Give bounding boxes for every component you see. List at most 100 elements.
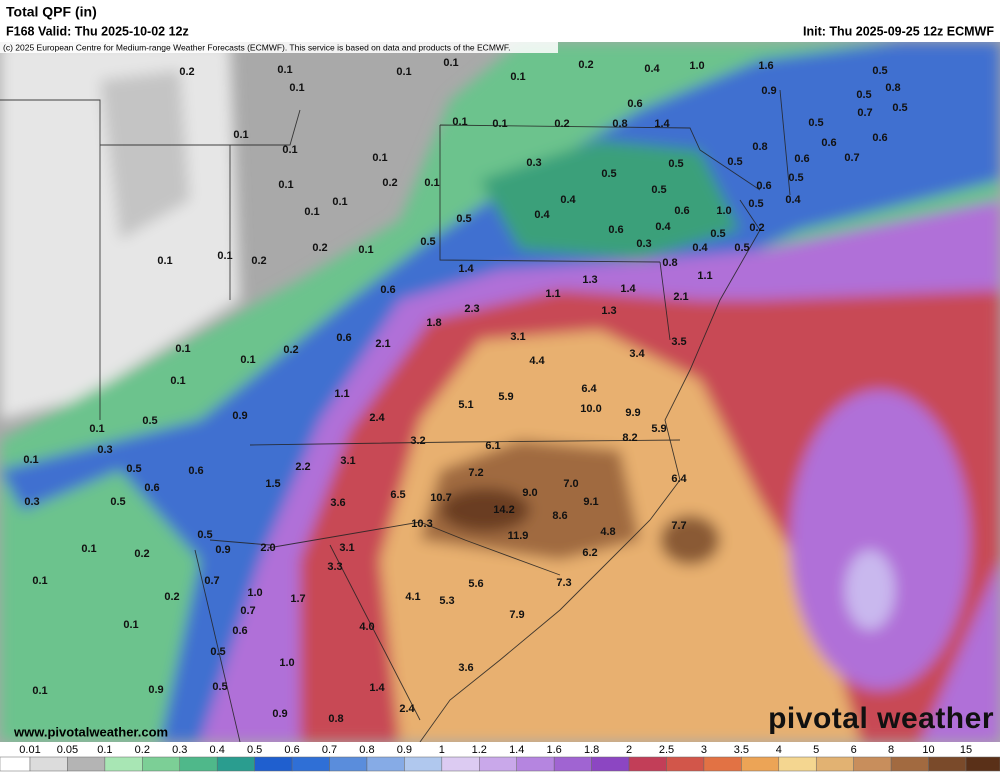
colorbar-swatch xyxy=(0,756,31,772)
qpf-label: 0.2 xyxy=(749,222,764,234)
qpf-label: 4.1 xyxy=(405,591,420,603)
colorbar-swatch xyxy=(516,756,555,772)
colorbar-label: 0.6 xyxy=(284,744,299,756)
colorbar-label: 0.9 xyxy=(397,744,412,756)
colorbar: 0.01 0.05 0.1 0.2 0.3 0.4 0.5 0.6 0.7 0.8 0.9 1 1.2 1… xyxy=(0,742,1000,772)
qpf-label: 0.5 xyxy=(210,646,225,658)
qpf-label: 0.6 xyxy=(674,205,689,217)
qpf-label: 0.2 xyxy=(179,66,194,78)
qpf-label: 0.6 xyxy=(756,180,771,192)
coastline xyxy=(419,199,761,742)
colorbar-label: 1.6 xyxy=(547,744,562,756)
qpf-label: 8.2 xyxy=(622,432,637,444)
precip-region xyxy=(440,488,530,532)
qpf-label: 4.4 xyxy=(529,355,545,367)
colorbar-swatch xyxy=(404,756,443,772)
qpf-label: 0.1 xyxy=(32,575,47,587)
colorbar-swatch xyxy=(741,756,780,772)
colorbar-swatch xyxy=(853,756,892,772)
qpf-label: 0.9 xyxy=(232,410,247,422)
qpf-label: 0.5 xyxy=(197,529,212,541)
precip-region xyxy=(0,470,200,742)
qpf-label: 0.5 xyxy=(142,415,157,427)
qpf-label: 0.2 xyxy=(251,255,266,267)
qpf-label: 0.5 xyxy=(788,172,803,184)
qpf-label: 2.0 xyxy=(260,542,275,554)
qpf-label: 7.2 xyxy=(468,467,483,479)
qpf-label: 0.7 xyxy=(240,605,255,617)
qpf-label: 3.1 xyxy=(339,542,354,554)
colorbar-swatch xyxy=(703,756,742,772)
qpf-label: 0.1 xyxy=(452,116,467,128)
qpf-label: 0.1 xyxy=(81,543,96,555)
qpf-label: 0.8 xyxy=(752,141,767,153)
qpf-label: 0.1 xyxy=(240,354,255,366)
qpf-label: 9.0 xyxy=(522,487,537,499)
colorbar-swatch xyxy=(591,756,630,772)
qpf-label: 0.1 xyxy=(332,196,347,208)
colorbar-label: 0.3 xyxy=(172,744,187,756)
qpf-label: 0.4 xyxy=(692,242,708,254)
qpf-label: 0.6 xyxy=(608,224,623,236)
qpf-label: 0.1 xyxy=(123,619,138,631)
valid-time: F168 Valid: Thu 2025-10-02 12z xyxy=(6,24,189,38)
qpf-label: 1.4 xyxy=(369,682,385,694)
qpf-label: 1.0 xyxy=(279,657,294,669)
qpf-label: 10.7 xyxy=(430,492,451,504)
colorbar-label: 3.5 xyxy=(734,744,749,756)
qpf-label: 0.5 xyxy=(727,156,742,168)
colorbar-swatch xyxy=(553,756,592,772)
qpf-label: 0.7 xyxy=(204,575,219,587)
qpf-label: 1.6 xyxy=(758,60,773,72)
colorbar-label: 2.5 xyxy=(659,744,674,756)
qpf-label: 0.1 xyxy=(170,375,185,387)
qpf-label: 5.9 xyxy=(498,391,513,403)
map-title: Total QPF (in) xyxy=(6,4,97,20)
qpf-label: 0.6 xyxy=(794,153,809,165)
qpf-label: 0.1 xyxy=(372,152,387,164)
qpf-label: 0.3 xyxy=(526,157,541,169)
colorbar-label: 6 xyxy=(851,744,857,756)
qpf-label: 0.9 xyxy=(761,85,776,97)
qpf-label: 0.9 xyxy=(148,684,163,696)
qpf-label: 0.1 xyxy=(358,244,373,256)
colorbar-label: 0.2 xyxy=(135,744,150,756)
qpf-label: 0.2 xyxy=(312,242,327,254)
qpf-label: 1.1 xyxy=(334,388,349,400)
qpf-label: 0.6 xyxy=(336,332,351,344)
colorbar-label: 0.1 xyxy=(97,744,112,756)
qpf-label: 0.5 xyxy=(456,213,471,225)
copyright: (c) 2025 European Centre for Medium-rang… xyxy=(3,42,511,52)
colorbar-swatch xyxy=(965,756,1000,772)
colorbar-label: 3 xyxy=(701,744,707,756)
colorbar-swatch xyxy=(366,756,405,772)
qpf-label: 0.8 xyxy=(328,713,343,725)
qpf-label: 0.5 xyxy=(601,168,616,180)
qpf-label: 0.1 xyxy=(282,144,297,156)
qpf-label: 1.7 xyxy=(290,593,305,605)
copyright-backdrop xyxy=(0,42,558,53)
qpf-label: 0.6 xyxy=(232,625,247,637)
qpf-label: 3.6 xyxy=(458,662,473,674)
qpf-label: 0.5 xyxy=(668,158,683,170)
init-time: Init: Thu 2025-09-25 12z ECMWF xyxy=(803,24,994,38)
qpf-label: 2.1 xyxy=(673,291,688,303)
qpf-label: 0.1 xyxy=(492,118,507,130)
qpf-label: 0.5 xyxy=(212,681,227,693)
colorbar-label: 0.4 xyxy=(210,744,225,756)
colorbar-swatch xyxy=(778,756,817,772)
colorbar-label: 1 xyxy=(439,744,445,756)
qpf-label: 3.6 xyxy=(330,497,345,509)
qpf-label: 0.5 xyxy=(892,102,907,114)
colorbar-label: 15 xyxy=(960,744,972,756)
qpf-label: 0.4 xyxy=(534,209,550,221)
qpf-label: 0.5 xyxy=(651,184,666,196)
qpf-label: 7.0 xyxy=(563,478,578,490)
qpf-label: 0.1 xyxy=(233,129,248,141)
qpf-label: 0.4 xyxy=(655,221,671,233)
qpf-label: 0.4 xyxy=(785,194,801,206)
colorbar-swatch xyxy=(104,756,143,772)
qpf-label: 0.5 xyxy=(110,496,125,508)
qpf-label: 0.8 xyxy=(885,82,900,94)
qpf-label: 10.0 xyxy=(580,403,601,415)
